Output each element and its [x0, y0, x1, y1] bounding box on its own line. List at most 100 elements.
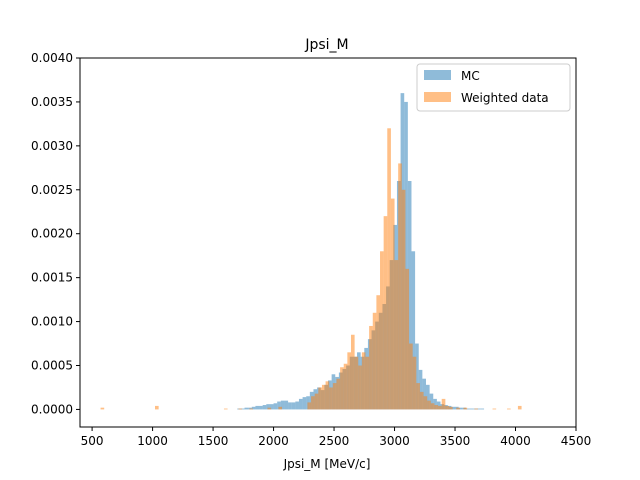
x-tick-label-8: 4500	[561, 434, 592, 448]
mc-bar-54	[433, 398, 437, 410]
mc-bar-1	[240, 408, 245, 410]
weighted-data-bar-28	[383, 216, 388, 410]
mc-bar-11	[277, 401, 281, 410]
weighted-data-bar-4	[249, 408, 253, 410]
legend-swatch-mc	[424, 70, 451, 80]
mc-bar-53	[429, 393, 434, 410]
weighted-data-bar-18	[347, 352, 351, 410]
weighted-data-bar-49	[474, 408, 479, 410]
weighted-data-bar-22	[361, 352, 366, 410]
x-tick-label-5: 3000	[379, 434, 410, 448]
mc-bar-46	[404, 101, 408, 410]
mc-bar-61	[458, 407, 463, 410]
weighted-data-bar-6	[278, 406, 283, 410]
weighted-data-bar-35	[409, 343, 413, 410]
mc-bar-52	[425, 384, 430, 410]
mc-bar-67	[480, 408, 485, 410]
weighted-data-bar-38	[419, 391, 424, 410]
legend-box	[416, 63, 571, 112]
weighted-data-bar-14	[332, 383, 337, 410]
y-tick-label-2: 0.0010	[31, 315, 73, 329]
legend-label-mc: MC	[461, 69, 480, 83]
weighted-data-bar-51	[507, 408, 511, 410]
y-tick-label-7: 0.0035	[31, 95, 73, 109]
x-tick-label-6: 3500	[440, 434, 471, 448]
weighted-data-bar-37	[416, 383, 420, 410]
weighted-data-bar-45	[445, 405, 449, 410]
chart-title: Jpsi_M	[304, 37, 348, 53]
weighted-data-bar-40	[427, 400, 431, 410]
y-tick-label-0: 0.0000	[31, 402, 73, 416]
weighted-data-bar-5	[267, 407, 272, 410]
weighted-data-bar-11	[321, 384, 326, 410]
y-tick-label-1: 0.0005	[31, 359, 73, 373]
weighted-data-bar-2	[223, 408, 228, 410]
weighted-data-bar-52	[517, 405, 522, 410]
weighted-data-bar-33	[401, 189, 406, 410]
weighted-data-bar-7	[307, 402, 312, 410]
mc-bar-12	[280, 400, 285, 410]
mc-bar-17	[298, 398, 303, 410]
mc-bar-64	[469, 408, 474, 410]
weighted-data-bar-1	[155, 405, 159, 410]
weighted-data-bar-42	[434, 405, 439, 410]
x-tick-label-4: 2500	[319, 434, 350, 448]
weighted-data-bar-16	[340, 367, 344, 410]
y-tick-label-4: 0.0020	[31, 227, 73, 241]
y-tick-label-3: 0.0015	[31, 271, 73, 285]
mc-series	[237, 93, 485, 410]
weighted-data-bar-27	[380, 251, 384, 410]
y-axis-ticks: 0.0000 0.0005 0.0010 0.0015 0.0020 0.0025 0.00…	[31, 51, 80, 416]
mc-bar-8	[266, 404, 270, 410]
weighted-data-bar-17	[343, 363, 348, 410]
weighted-data-series	[100, 128, 522, 410]
weighted-data-bar-15	[336, 378, 341, 410]
mc-bar-47	[407, 181, 412, 410]
y-tick-label-5: 0.0025	[31, 183, 73, 197]
weighted-data-bar-25	[372, 312, 377, 410]
weighted-data-bar-8	[311, 396, 315, 410]
weighted-data-bar-48	[463, 407, 468, 410]
weighted-data-bar-31	[394, 260, 399, 410]
y-tick-label-8: 0.0040	[31, 51, 73, 65]
x-tick-label-3: 2000	[258, 434, 289, 448]
mc-bar-15	[291, 402, 296, 410]
weighted-data-bar-32	[398, 163, 402, 410]
mc-bar-2	[244, 407, 249, 410]
mc-bar-49	[415, 343, 419, 410]
mc-bar-59	[451, 406, 456, 410]
mc-bar-5	[255, 405, 260, 410]
weighted-data-bar-24	[369, 325, 373, 410]
weighted-data-bar-30	[390, 198, 395, 410]
y-tick-label-6: 0.0030	[31, 139, 73, 153]
mc-bar-50	[418, 369, 423, 410]
mc-bar-9	[269, 404, 274, 410]
legend-label-weighted-data: Weighted data	[461, 91, 549, 105]
weighted-data-bar-36	[412, 356, 417, 410]
weighted-data-bar-0	[100, 407, 105, 410]
weighted-data-bar-3	[238, 408, 243, 410]
weighted-data-bar-10	[318, 387, 322, 410]
weighted-data-bar-47	[456, 407, 460, 410]
weighted-data-bar-29	[387, 128, 391, 410]
legend-swatch-weighted-data	[424, 92, 451, 102]
mc-bar-55	[436, 401, 441, 410]
weighted-data-bar-41	[430, 403, 435, 410]
legend: MC Weighted data	[416, 63, 571, 112]
mc-bar-10	[273, 403, 278, 410]
x-axis-ticks: 500 1000 1500 2000 2500 3000 3500 4000 4500	[81, 427, 592, 448]
mc-bar-48	[411, 251, 416, 410]
x-tick-label-7: 4000	[500, 434, 531, 448]
mc-bar-18	[302, 397, 307, 410]
mc-bar-7	[262, 405, 267, 410]
weighted-data-bar-44	[441, 398, 446, 410]
weighted-data-bar-13	[329, 387, 333, 410]
weighted-data-bar-34	[405, 268, 410, 410]
weighted-data-bar-50	[492, 408, 497, 410]
weighted-data-bar-20	[354, 356, 359, 410]
x-tick-label-1: 1000	[137, 434, 168, 448]
mc-bar-66	[476, 408, 481, 410]
mc-bar-6	[259, 405, 263, 410]
weighted-data-bar-43	[438, 405, 442, 410]
weighted-data-bar-19	[350, 334, 355, 410]
